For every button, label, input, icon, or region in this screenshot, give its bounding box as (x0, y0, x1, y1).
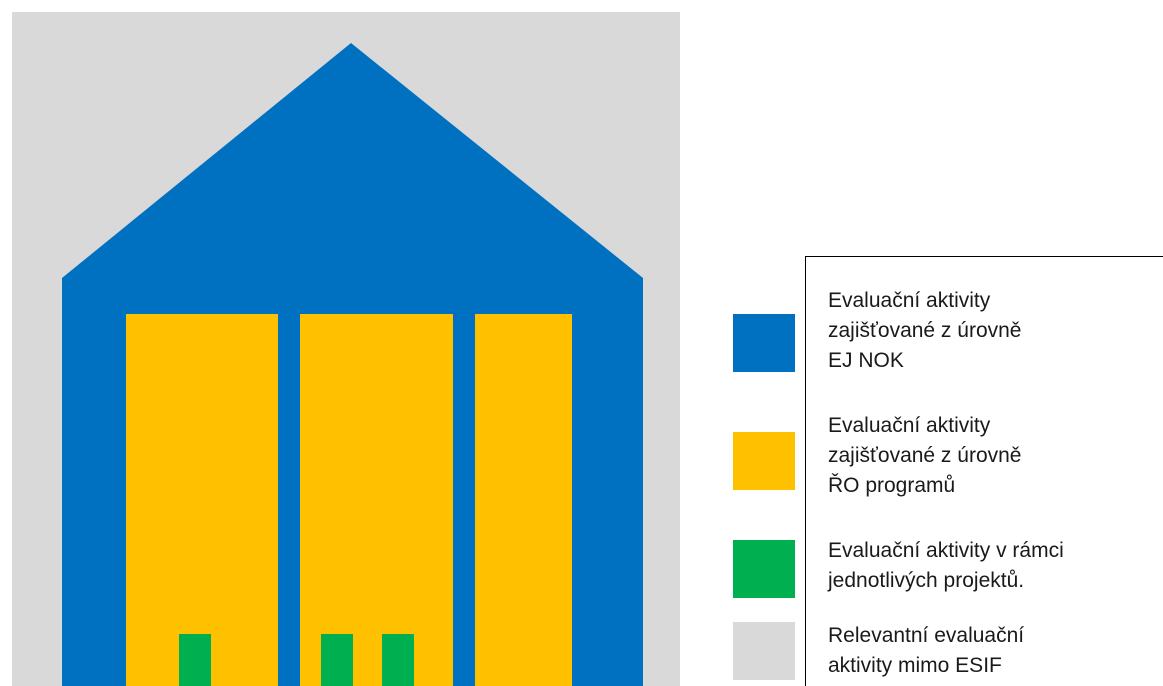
green-block-3 (382, 634, 414, 686)
legend-swatch-blue (733, 314, 795, 372)
green-block-2 (321, 634, 353, 686)
legend-swatch-grey (733, 622, 795, 680)
legend-label-yellow-line-3: ŘO programů (828, 474, 956, 497)
green-block-1 (179, 634, 211, 686)
legend-label-blue-line-3: EJ NOK (828, 349, 904, 372)
legend-label-blue-line-1: Evaluační aktivity (828, 289, 991, 312)
legend-box (805, 256, 1163, 686)
legend-swatch-yellow (733, 432, 795, 490)
legend-label-green: Evaluační aktivity v rámci jednotlivých … (828, 536, 1158, 596)
legend-label-yellow: Evaluační aktivity zajišťované z úrovně … (828, 411, 1158, 501)
yellow-pillar-2 (300, 314, 453, 686)
legend-label-grey: Relevantní evaluační aktivity mimo ESIF (828, 621, 1158, 681)
legend-label-blue-line-2: zajišťované z úrovně (828, 319, 1022, 342)
legend-label-green-line-1: Evaluační aktivity v rámci (828, 539, 1064, 562)
legend-label-grey-line-1: Relevantní evaluační (828, 624, 1025, 647)
legend-label-yellow-line-2: zajišťované z úrovně (828, 444, 1022, 467)
legend-label-yellow-line-1: Evaluační aktivity (828, 414, 991, 437)
yellow-pillar-1 (126, 314, 278, 686)
legend-label-blue: Evaluační aktivity zajišťované z úrovně … (828, 286, 1158, 376)
legend-label-green-line-2: jednotlivých projektů. (828, 569, 1025, 592)
legend-swatch-green (733, 540, 795, 598)
yellow-pillar-3 (475, 314, 572, 686)
legend-label-grey-line-2: aktivity mimo ESIF (828, 654, 1002, 677)
